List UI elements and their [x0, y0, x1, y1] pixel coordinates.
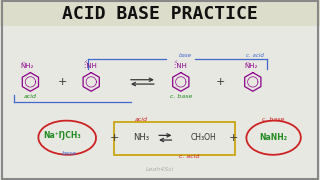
Text: c. acid: c. acid: [179, 154, 200, 159]
Text: Na⁺ŊCH₃: Na⁺ŊCH₃: [44, 130, 81, 140]
Text: N̈H₂: N̈H₂: [244, 63, 258, 69]
Text: c. base: c. base: [170, 94, 192, 99]
Text: +: +: [110, 133, 119, 143]
Text: :̈́NH: :̈́NH: [85, 61, 98, 69]
Text: ACID BASE PRACTICE: ACID BASE PRACTICE: [62, 5, 258, 23]
FancyBboxPatch shape: [0, 0, 320, 26]
Text: +: +: [229, 133, 238, 143]
Text: base: base: [179, 53, 192, 58]
Text: Leah4Sci: Leah4Sci: [146, 167, 174, 172]
Text: c. acid: c. acid: [246, 53, 264, 58]
Text: CH₃OH: CH₃OH: [190, 133, 216, 142]
Text: base: base: [61, 151, 76, 156]
Text: NaNH₂: NaNH₂: [260, 133, 288, 142]
Text: +: +: [58, 77, 67, 87]
Text: N̈H₂: N̈H₂: [20, 63, 34, 69]
Text: :̈́NH: :̈́NH: [174, 61, 187, 69]
Text: acid: acid: [134, 116, 148, 122]
Text: acid: acid: [24, 94, 37, 99]
Text: +: +: [216, 77, 226, 87]
Text: NH₃: NH₃: [133, 133, 149, 142]
Text: c. base: c. base: [262, 116, 285, 122]
